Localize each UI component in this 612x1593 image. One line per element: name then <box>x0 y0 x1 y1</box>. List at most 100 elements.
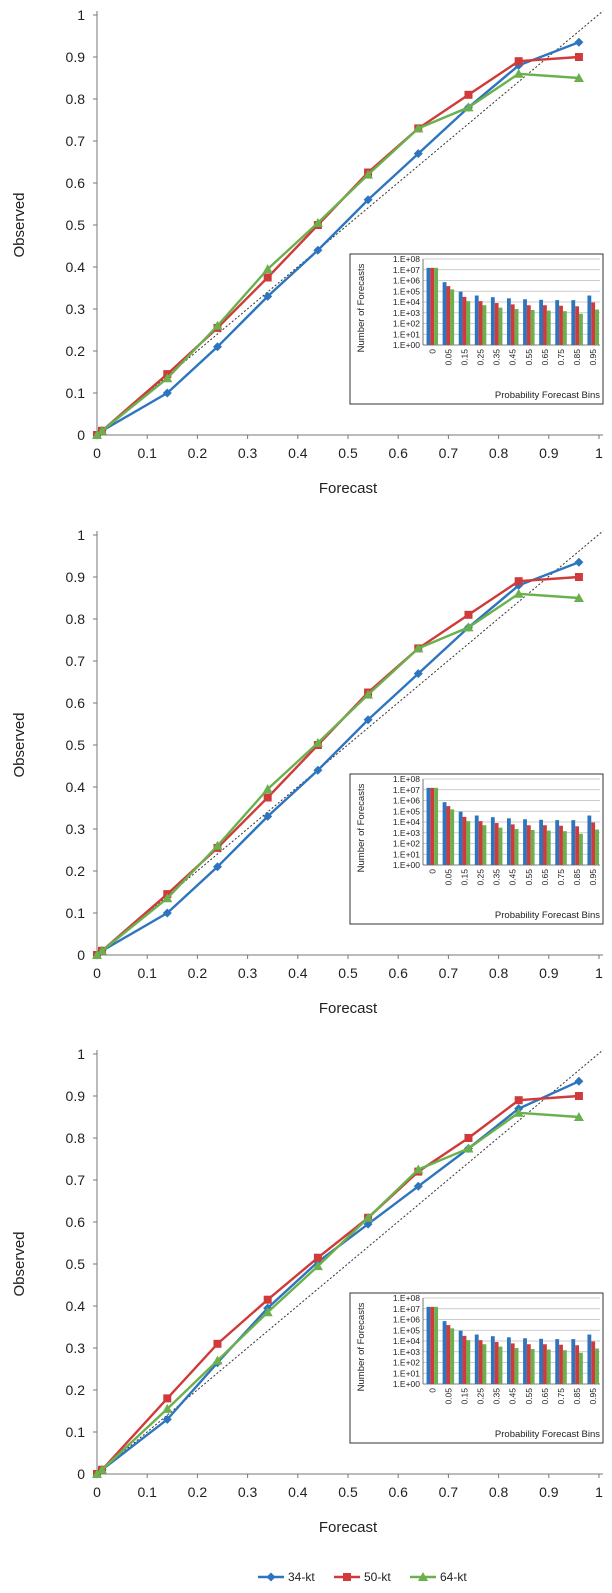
inset-x-tick-label: 0.35 <box>492 1388 502 1405</box>
inset-bar <box>458 1330 463 1384</box>
inset-bar <box>587 815 592 865</box>
data-point <box>514 1096 523 1105</box>
inset-bar <box>442 1321 447 1384</box>
inset-bar <box>506 818 511 865</box>
x-tick-label: 0.9 <box>539 445 559 461</box>
inset-y-tick-label: 1.E+06 <box>393 276 420 286</box>
data-point <box>162 388 172 398</box>
inset-y-tick-label: 1.E+08 <box>393 774 420 784</box>
inset-y-tick-label: 1.E+08 <box>393 254 420 264</box>
inset-x-tick-label: 0 <box>427 349 437 354</box>
y-tick-label: 0 <box>77 947 85 963</box>
inset-bar <box>562 831 567 865</box>
inset-bar <box>498 827 503 865</box>
inset-bar <box>595 1348 599 1384</box>
x-tick-label: 0.9 <box>539 1484 559 1500</box>
inset-y-axis-label: Number of Forecasts <box>356 1302 367 1391</box>
inset-bar <box>591 1341 596 1384</box>
data-point <box>263 291 273 301</box>
inset-bar <box>546 310 551 345</box>
x-tick-label: 0.4 <box>288 965 308 981</box>
x-tick-label: 0.8 <box>489 1484 509 1500</box>
inset-y-tick-label: 1.E+05 <box>393 286 420 296</box>
inset-y-tick-label: 1.E+07 <box>393 1304 420 1314</box>
inset-bar <box>450 809 455 865</box>
inset-y-tick-label: 1.E+00 <box>393 340 420 350</box>
inset-y-tick-label: 1.E+01 <box>393 329 420 339</box>
data-point <box>262 784 273 794</box>
data-point <box>514 57 523 66</box>
inset-bar <box>579 1352 583 1384</box>
inset-bar <box>442 802 447 865</box>
y-tick-label: 0.8 <box>66 91 86 107</box>
inset-x-tick-label: 0.35 <box>492 349 502 366</box>
x-tick-label: 0.1 <box>137 965 157 981</box>
reliability-chart-3: 0 0.1 0.2 0.3 0.4 0.5 0.6 0.7 0.8 0.9 1 0 0.1 0.2 0.3 0… <box>11 1046 604 1536</box>
inset-y-tick-label: 1.E+05 <box>393 806 420 816</box>
inset-bar <box>514 1348 519 1384</box>
x-tick-label: 0.2 <box>188 445 208 461</box>
x-axis-label: Forecast <box>319 1519 378 1536</box>
inset-bar <box>571 300 576 345</box>
inset-bar <box>539 1338 544 1384</box>
legend-label: 34-kt <box>288 1570 315 1584</box>
inset-bar <box>514 309 519 345</box>
x-tick-label: 0.2 <box>188 1484 208 1500</box>
inset-x-axis-label: Probability Forecast Bins <box>495 910 600 921</box>
inset-x-axis-label: Probability Forecast Bins <box>495 1429 600 1440</box>
y-tick-label: 0.1 <box>66 1424 86 1440</box>
x-tick-label: 0.8 <box>489 445 509 461</box>
inset-y-tick-label: 1.E+02 <box>393 839 420 849</box>
inset-x-tick-label: 0.75 <box>556 1388 566 1405</box>
inset-y-tick-label: 1.E+04 <box>393 1336 420 1346</box>
y-tick-label: 0.9 <box>66 569 86 585</box>
x-tick-label: 0.4 <box>288 1484 308 1500</box>
y-tick-label: 0.6 <box>66 1214 86 1230</box>
data-point <box>363 1219 373 1229</box>
y-tick-label: 0.7 <box>66 653 86 669</box>
inset-bar <box>474 815 479 865</box>
inset-bar <box>514 829 519 865</box>
inset-bar <box>430 267 435 345</box>
y-tick-label: 0.3 <box>66 1340 86 1356</box>
y-axis-label: Observed <box>11 192 28 257</box>
y-tick-label: 0.5 <box>66 1256 86 1272</box>
inset-bar <box>466 1340 471 1384</box>
inset-bar <box>575 826 580 865</box>
inset-bar <box>562 1350 567 1384</box>
inset-bar <box>539 819 544 865</box>
data-point <box>363 169 374 179</box>
y-tick-label: 0.6 <box>66 175 86 191</box>
inset-bar <box>482 305 487 345</box>
data-point <box>574 1092 583 1100</box>
x-tick-label: 0.3 <box>238 445 258 461</box>
inset-y-tick-label: 1.E+04 <box>393 297 420 307</box>
inset-x-tick-label: 0.95 <box>588 349 598 366</box>
reliability-chart-2: 0 0.1 0.2 0.3 0.4 0.5 0.6 0.7 0.8 0.9 1 0 0.1 0.2 0.3 0… <box>11 527 604 1017</box>
x-tick-label: 0.9 <box>539 965 559 981</box>
inset-y-tick-label: 1.E+08 <box>393 1293 420 1303</box>
inset-bar <box>559 825 563 865</box>
y-tick-label: 0.2 <box>66 863 86 879</box>
x-tick-label: 0.1 <box>137 1484 157 1500</box>
data-point <box>573 1112 584 1121</box>
inset-bar <box>555 1339 560 1384</box>
data-point <box>574 573 583 581</box>
legend-item-50-kt: 50-kt <box>334 1570 391 1584</box>
data-point <box>363 715 373 725</box>
x-tick-label: 1 <box>595 445 603 461</box>
x-tick-label: 0.6 <box>388 1484 408 1500</box>
inset-bar <box>478 301 483 345</box>
y-tick-label: 0.3 <box>66 821 86 837</box>
data-point <box>313 1253 322 1262</box>
y-tick-label: 0.5 <box>66 737 86 753</box>
inset-bar <box>430 787 435 865</box>
inset-bar <box>458 811 463 865</box>
x-tick-label: 0.3 <box>238 965 258 981</box>
inset-x-tick-label: 0.35 <box>492 869 502 886</box>
y-tick-label: 0.1 <box>66 385 86 401</box>
data-point <box>413 1181 423 1191</box>
inset-bar <box>510 824 515 865</box>
inset-bar <box>559 1344 563 1384</box>
